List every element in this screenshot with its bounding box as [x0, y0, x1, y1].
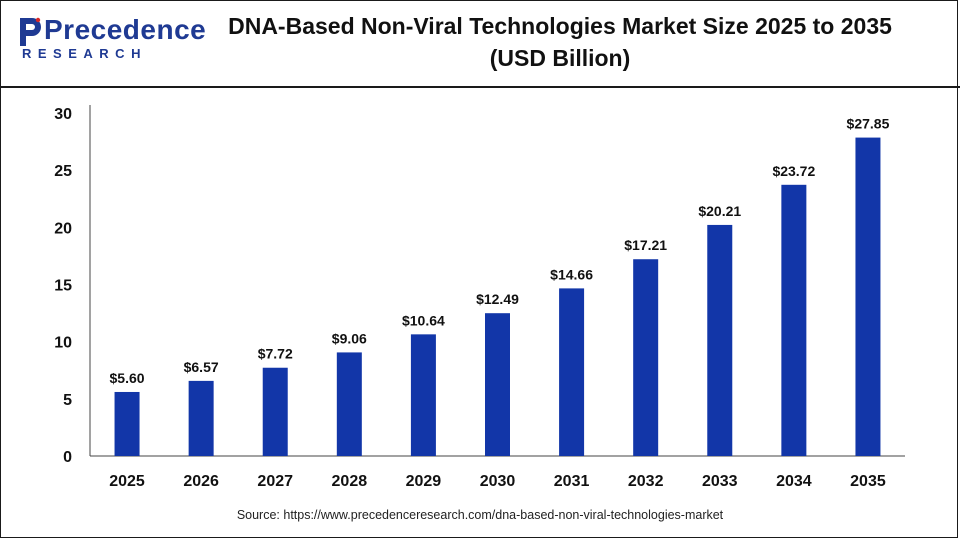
- data-label-2027: $7.72: [258, 346, 293, 362]
- y-tick-label: 25: [54, 163, 72, 180]
- bar-2032: [633, 259, 659, 456]
- x-tick-label-2035: 2035: [850, 473, 886, 490]
- header-divider: [0, 86, 960, 88]
- chart-title-line2: (USD Billion): [489, 45, 631, 71]
- data-label-2030: $12.49: [476, 291, 519, 307]
- data-label-2032: $17.21: [624, 237, 667, 253]
- y-tick-label: 10: [54, 335, 72, 352]
- data-label-2033: $20.21: [698, 203, 741, 219]
- chart-title: DNA-Based Non-Viral Technologies Market …: [190, 10, 930, 74]
- precedence-research-logo: Precedence RESEARCH: [16, 14, 206, 66]
- x-tick-label-2029: 2029: [406, 473, 442, 490]
- x-tick-label-2034: 2034: [776, 473, 812, 490]
- data-label-2026: $6.57: [184, 359, 219, 375]
- bar-2029: [410, 334, 436, 456]
- x-tick-label-2030: 2030: [480, 473, 516, 490]
- chart-title-line1: DNA-Based Non-Viral Technologies Market …: [228, 13, 892, 39]
- x-tick-label-2027: 2027: [257, 473, 293, 490]
- bar-2025: [114, 391, 140, 456]
- source-note: Source: https://www.precedenceresearch.c…: [236, 508, 724, 522]
- bar-2031: [559, 288, 585, 456]
- data-label-2035: $27.85: [847, 116, 890, 132]
- bar-chart: 051015202530$5.602025$6.572026$7.722027$…: [54, 105, 905, 490]
- data-label-2025: $5.60: [110, 370, 145, 386]
- y-tick-label: 15: [54, 278, 72, 295]
- y-tick-label: 0: [63, 449, 72, 466]
- x-tick-label-2025: 2025: [109, 473, 145, 490]
- data-label-2031: $14.66: [550, 266, 593, 282]
- bar-2027: [262, 367, 288, 456]
- x-tick-label-2028: 2028: [332, 473, 368, 490]
- header: Precedence RESEARCH DNA-Based Non-Viral …: [0, 0, 960, 86]
- x-tick-label-2026: 2026: [183, 473, 219, 490]
- logo-sub: RESEARCH: [22, 46, 147, 61]
- bar-2034: [781, 184, 807, 456]
- x-tick-label-2031: 2031: [554, 473, 590, 490]
- bar-2028: [336, 352, 362, 456]
- x-tick-label-2032: 2032: [628, 473, 664, 490]
- data-label-2028: $9.06: [332, 330, 367, 346]
- data-label-2034: $23.72: [772, 163, 815, 179]
- logo-p-icon: [20, 17, 41, 46]
- bar-2030: [485, 313, 510, 456]
- data-label-2029: $10.64: [402, 312, 445, 328]
- x-tick-label-2033: 2033: [702, 473, 738, 490]
- y-tick-label: 20: [54, 220, 72, 237]
- y-tick-label: 5: [63, 392, 72, 409]
- y-tick-label: 30: [54, 106, 72, 123]
- bar-2033: [707, 224, 733, 456]
- bar-2026: [188, 380, 214, 456]
- bar-2035: [855, 137, 881, 456]
- logo-name: Precedence: [44, 14, 207, 45]
